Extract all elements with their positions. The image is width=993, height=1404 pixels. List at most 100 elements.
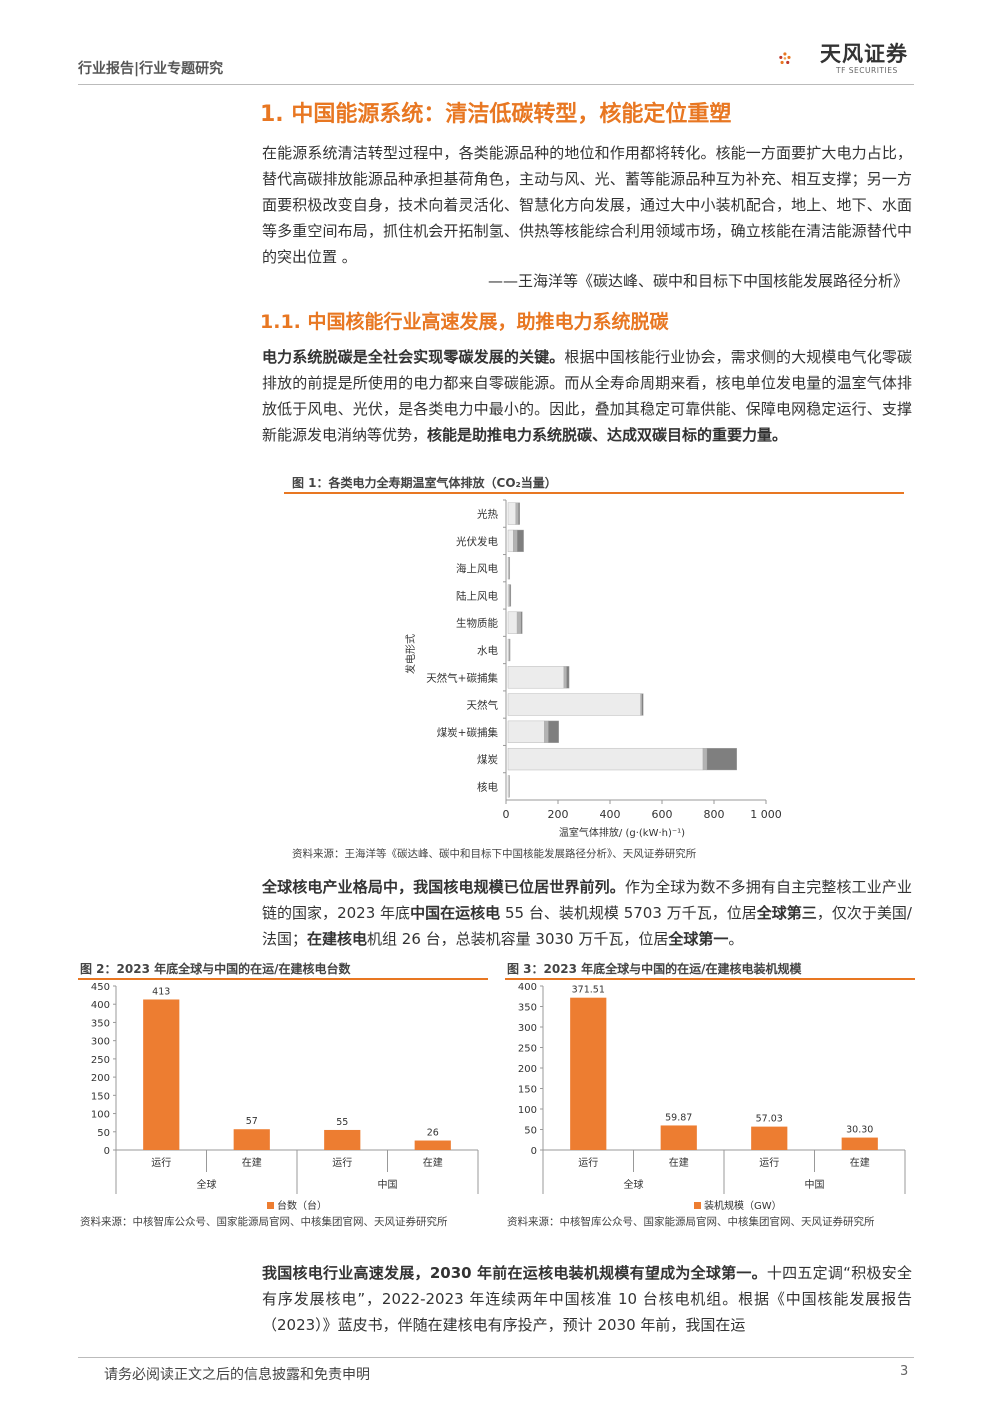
- y-tick-label: 煤炭: [477, 753, 498, 766]
- para4-text1: 十四五定调“积极安全有序发展核电”，2022-2023 年连续两年中国核准 10…: [262, 1264, 912, 1334]
- data-label: 30.30: [846, 1125, 873, 1136]
- logo-name: 天风证券: [820, 42, 908, 66]
- subsection-heading: 1.1. 中国核能行业高速发展，助推电力系统脱碳: [260, 311, 669, 333]
- intro-paragraph: 在能源系统清洁转型过程中，各类能源品种的地位和作用都将转化。核能一方面要扩大电力…: [262, 144, 912, 266]
- y-tick-label: 100: [91, 1110, 110, 1121]
- y-tick-label: 天然气: [467, 699, 499, 712]
- para3-b2: 中国在运核电: [410, 904, 501, 922]
- logo-flower-icon: [779, 52, 791, 65]
- bar: [143, 999, 180, 1150]
- legend-label: 台数（台）: [277, 1199, 327, 1212]
- y-axis-label: 发电形式: [404, 634, 417, 674]
- para3-b4: 在建核电: [307, 930, 368, 948]
- y-tick-label: 0: [104, 1146, 110, 1157]
- data-label: 413: [152, 986, 170, 997]
- y-tick-label: 400: [518, 982, 537, 993]
- fig3-chart: 0 50 100 150 200 250 300 350 400 371.51 运行 59.87 在建 5…: [518, 982, 906, 1212]
- bar-segment: [507, 611, 518, 634]
- para3-b3: 全球第三: [756, 904, 817, 922]
- bar-segment: [507, 666, 565, 689]
- page-number: 3: [900, 1364, 909, 1379]
- x-tick-label: 400: [600, 808, 621, 821]
- bar: [660, 1125, 697, 1150]
- y-tick-label: 0: [531, 1146, 537, 1157]
- fig2-source: 资料来源：中核智库公众号、国家能源局官网、中核集团官网、天风证券研究所: [80, 1216, 448, 1228]
- data-label: 57: [246, 1116, 258, 1127]
- group-label: 全球: [197, 1178, 217, 1191]
- bar-segment: [516, 529, 524, 553]
- y-tick-label: 煤炭+碳捕集: [437, 726, 499, 739]
- y-tick-label: 300: [518, 1023, 537, 1034]
- y-tick-label: 核电: [477, 780, 498, 793]
- y-tick-label: 250: [518, 1044, 537, 1055]
- legend-swatch: [694, 1202, 701, 1209]
- para2-bold1: 电力系统脱碳是全社会实现零碳发展的关键。: [262, 348, 565, 366]
- paragraph-global-pattern: 全球核电产业格局中，我国核电规模已位居世界前列。作为全球为数不多拥有自主完整核工…: [262, 874, 912, 952]
- para4-bold1: 我国核电行业高速发展，2030 年前在运核电装机规模有望成为全球第一。: [262, 1264, 767, 1282]
- bar-segment: [706, 747, 737, 771]
- citation-quote: ——王海洋等《碳达峰、碳中和目标下中国核能发展路径分析》: [487, 272, 908, 290]
- bar-segment: [507, 502, 517, 525]
- category-label: 运行: [578, 1156, 598, 1169]
- bar: [324, 1129, 361, 1150]
- bar-segment: [515, 502, 519, 525]
- para2-text1: 根据中国核能行业协会，需求侧的大规模电气化零碳排放的前提是所使用的电力都来自零碳…: [262, 348, 912, 444]
- bar-segment: [516, 611, 522, 634]
- data-label: 57.03: [756, 1114, 783, 1125]
- para3-b5: 全球第一: [668, 930, 729, 948]
- para3-t4: 机组 26 台，总装机容量 3030 万千瓦，位居: [367, 930, 669, 948]
- fig3-title-rule: [505, 978, 915, 980]
- y-tick-label: 200: [518, 1064, 537, 1075]
- bar-segment: [509, 638, 511, 662]
- fig3-source: 资料来源：中核智库公众号、国家能源局官网、中核集团官网、天风证券研究所: [507, 1216, 875, 1228]
- group-label: 中国: [805, 1178, 825, 1191]
- bar-segment: [518, 502, 520, 525]
- category-label: 在建: [850, 1156, 870, 1169]
- fig2-title: 图 2：2023 年底全球与中国的在运/在建核电台数: [80, 962, 351, 976]
- bar-segment: [548, 720, 559, 743]
- para3-t5: 。: [728, 930, 744, 948]
- group-label: 中国: [378, 1178, 398, 1191]
- x-tick-label: 600: [652, 808, 673, 821]
- y-tick-label: 250: [91, 1055, 110, 1066]
- footer-disclaimer: 请务必阅读正文之后的信息披露和免责申明: [104, 1367, 370, 1383]
- fig2-title-rule: [78, 978, 488, 980]
- y-tick-label: 50: [97, 1128, 110, 1139]
- data-label: 55: [336, 1117, 348, 1128]
- bar-segment: [702, 747, 708, 771]
- bar-segment: [563, 666, 567, 689]
- paragraph-decarbonization: 电力系统脱碳是全社会实现零碳发展的关键。根据中国核能行业协会，需求侧的大规模电气…: [262, 344, 912, 448]
- fig1-title-rule: [284, 492, 904, 494]
- bar-segment: [566, 666, 570, 689]
- x-tick-label: 200: [548, 808, 569, 821]
- y-tick-label: 350: [91, 1018, 110, 1029]
- bar: [570, 997, 607, 1150]
- fig2-chart: 0 50 100 150 200 250 300 350 400 450 413 运行 57 在建 55 运行…: [91, 982, 479, 1212]
- y-tick-label: 350: [518, 1003, 537, 1014]
- para3-bold1: 全球核电产业格局中，我国核电规模已位居世界前列。: [262, 878, 625, 896]
- data-label: 26: [427, 1128, 439, 1139]
- para2-bold2: 核能是助推电力系统脱碳、达成双碳目标的重要力量。: [427, 426, 788, 444]
- para3-t1: 作为全球为数不多拥有自主完整核工业产业链的国家，2023 年底: [262, 878, 912, 922]
- category-label: 在建: [669, 1156, 689, 1169]
- y-tick-label: 400: [91, 1000, 110, 1011]
- y-tick-label: 150: [518, 1085, 537, 1096]
- fig1-source: 资料来源：王海洋等《碳达峰、碳中和目标下中国核能发展路径分析》、天风证券研究所: [292, 848, 697, 860]
- x-axis-label: 温室气体排放/ (g·(kW·h)⁻¹): [559, 826, 685, 839]
- bar: [414, 1140, 451, 1150]
- logo-en: TF SECURITIES: [836, 66, 898, 75]
- data-label: 59.87: [665, 1112, 692, 1123]
- bar: [233, 1129, 270, 1150]
- fig3-title: 图 3：2023 年底全球与中国的在运/在建核电装机规模: [507, 962, 802, 976]
- header-divider: [78, 84, 914, 85]
- para3-t3: ，仅次于美国/法国；: [262, 904, 912, 948]
- y-tick-label: 50: [524, 1126, 537, 1137]
- y-tick-label: 光热: [477, 508, 498, 521]
- bar-segment: [509, 584, 512, 607]
- x-tick-label: 800: [704, 808, 725, 821]
- category-label: 运行: [332, 1156, 352, 1169]
- bar-segment: [641, 693, 644, 716]
- section-heading: 1. 中国能源系统：清洁低碳转型，核能定位重塑: [260, 102, 732, 127]
- y-tick-label: 200: [91, 1073, 110, 1084]
- fig1-title: 图 1：各类电力全寿期温室气体排放（CO₂当量）: [292, 476, 557, 490]
